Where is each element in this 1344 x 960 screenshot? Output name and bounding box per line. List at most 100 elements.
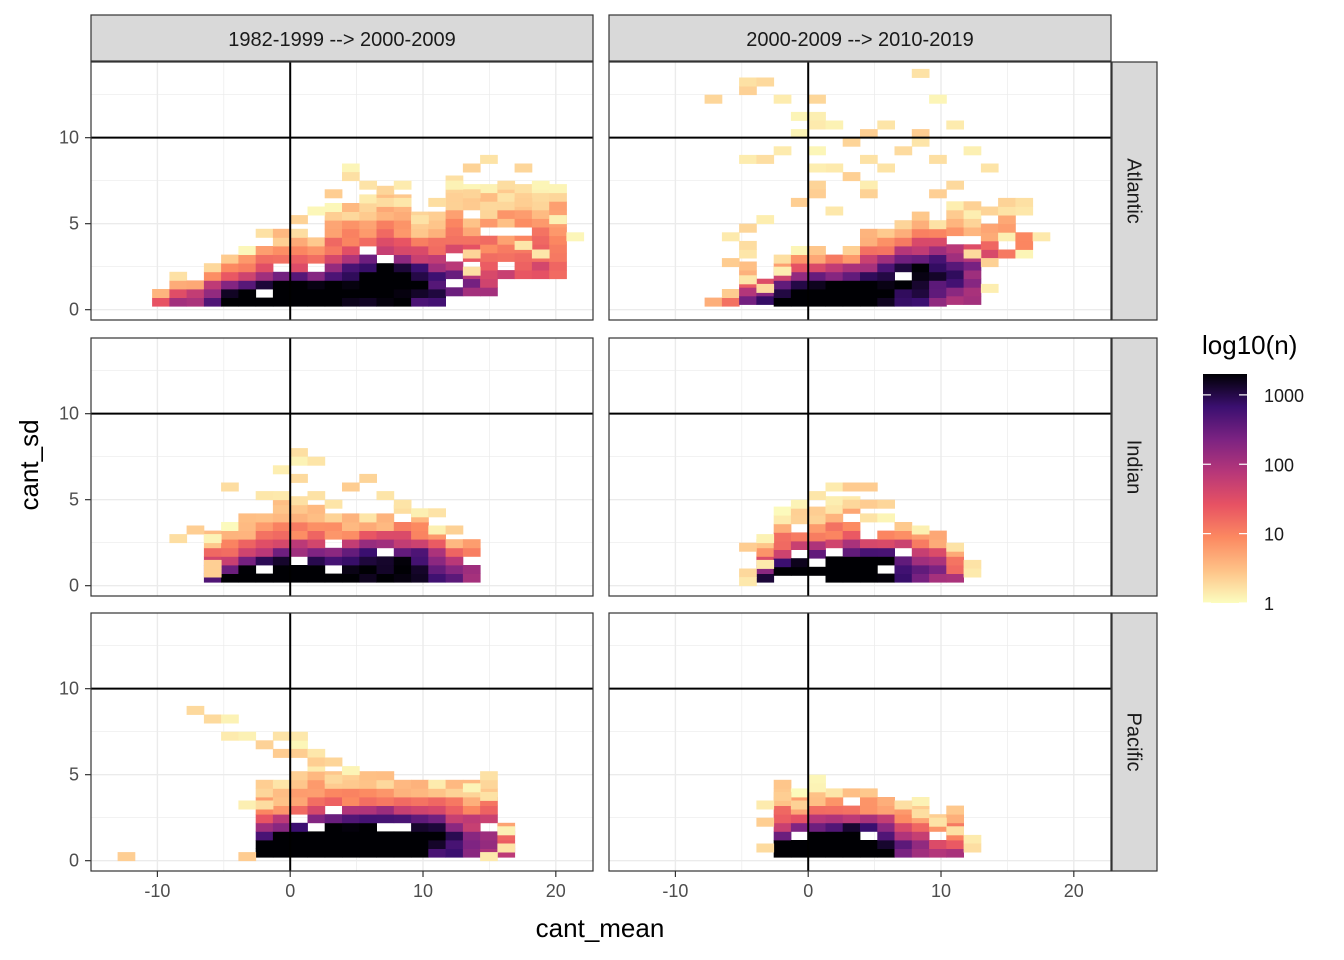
- heatmap-bin: [428, 530, 446, 540]
- heatmap-bin: [324, 289, 343, 298]
- heatmap-bin: [929, 565, 947, 574]
- heatmap-bin: [342, 163, 360, 173]
- heatmap-bin: [411, 779, 429, 789]
- heatmap-bin: [462, 831, 481, 841]
- heatmap-bin: [462, 184, 481, 194]
- heatmap-bin: [497, 252, 516, 262]
- heatmap-bin: [221, 522, 239, 531]
- heatmap-bin: [255, 522, 274, 531]
- heatmap-bin: [238, 297, 257, 307]
- panel-bins: [152, 154, 585, 307]
- heatmap-bin: [290, 448, 308, 458]
- heatmap-bin: [877, 246, 895, 255]
- heatmap-bin: [911, 573, 930, 583]
- heatmap-bin: [411, 237, 429, 247]
- heatmap-bin: [911, 547, 930, 557]
- heatmap-bin: [462, 227, 481, 237]
- heatmap-bin: [169, 271, 188, 281]
- heatmap-bin: [790, 263, 809, 273]
- heatmap-bin: [860, 797, 878, 806]
- heatmap-bin: [808, 180, 826, 190]
- heatmap-bin: [462, 814, 481, 824]
- heatmap-bin: [342, 556, 360, 566]
- heatmap-bin: [393, 237, 412, 247]
- heatmap-bin: [790, 800, 809, 810]
- heatmap-bin: [773, 280, 792, 290]
- heatmap-bin: [411, 513, 429, 523]
- heatmap-bin: [376, 237, 395, 247]
- heatmap-bin: [929, 263, 947, 273]
- heatmap-bin: [255, 530, 274, 540]
- heatmap-bin: [411, 573, 429, 583]
- heatmap-bin: [980, 163, 999, 173]
- heatmap-bin: [359, 788, 377, 798]
- row-strip-label: Atlantic: [1123, 158, 1145, 224]
- heatmap-bin: [756, 278, 775, 288]
- heatmap-bin: [445, 805, 464, 815]
- x-tick-label: 0: [803, 881, 813, 901]
- heatmap-bin: [342, 280, 360, 290]
- heatmap-bin: [514, 218, 533, 228]
- heatmap-bin: [860, 788, 878, 798]
- heatmap-bin: [307, 237, 326, 247]
- heatmap-bin: [290, 565, 308, 574]
- heatmap-bin: [307, 254, 326, 264]
- column-strip: [608, 14, 1112, 62]
- heatmap-bin: [255, 271, 274, 281]
- heatmap-bin: [980, 206, 999, 216]
- heatmap-bin: [342, 254, 360, 264]
- heatmap-bin: [255, 779, 274, 789]
- panels-layer: [90, 61, 1112, 872]
- heatmap-bin: [877, 280, 895, 290]
- heatmap-bin: [462, 244, 481, 254]
- heatmap-bin: [290, 473, 308, 483]
- heatmap-bin: [342, 547, 360, 557]
- heatmap-bin: [860, 482, 878, 492]
- heatmap-bin: [894, 146, 913, 156]
- heatmap-bin: [307, 762, 326, 772]
- heatmap-bin: [324, 788, 343, 798]
- heatmap-bin: [911, 297, 930, 307]
- heatmap-bin: [359, 203, 377, 212]
- heatmap-bin: [411, 228, 429, 238]
- heatmap-bin: [307, 565, 326, 574]
- heatmap-bin: [877, 547, 895, 557]
- heatmap-bin: [290, 779, 308, 789]
- heatmap-bin: [324, 280, 343, 290]
- heatmap-bin: [480, 154, 498, 164]
- heatmap-bin: [393, 814, 412, 824]
- heatmap-bin: [773, 840, 792, 849]
- heatmap-bin: [894, 220, 913, 230]
- heatmap-bin: [272, 805, 291, 815]
- heatmap-bin: [480, 814, 498, 824]
- heatmap-bin: [272, 848, 291, 858]
- heatmap-bin: [773, 805, 792, 815]
- heatmap-bin: [272, 840, 291, 849]
- heatmap-bin: [272, 237, 291, 247]
- heatmap-bin: [980, 232, 999, 242]
- heatmap-bin: [721, 297, 740, 307]
- heatmap-bin: [946, 227, 964, 237]
- heatmap-bin: [411, 797, 429, 806]
- heatmap-bin: [290, 731, 308, 741]
- heatmap-bin: [911, 809, 930, 819]
- heatmap-bin: [445, 565, 464, 574]
- heatmap-bin: [255, 800, 274, 810]
- heatmap-bin: [255, 297, 274, 307]
- heatmap-bin: [963, 295, 982, 305]
- heatmap-bin: [773, 814, 792, 824]
- y-tick-label: 10: [59, 679, 79, 699]
- heatmap-bin: [307, 456, 326, 466]
- heatmap-bin: [790, 297, 809, 307]
- heatmap-bin: [825, 573, 844, 583]
- heatmap-bin: [376, 297, 395, 307]
- heatmap-bin: [808, 120, 826, 130]
- heatmap-bin: [393, 522, 412, 531]
- heatmap-bin: [221, 297, 239, 307]
- heatmap-bin: [860, 254, 878, 264]
- heatmap-bin: [203, 534, 222, 544]
- x-tick-label: -10: [144, 881, 170, 901]
- heatmap-bin: [238, 539, 257, 549]
- heatmap-bin: [808, 506, 826, 516]
- heatmap-bin: [359, 263, 377, 273]
